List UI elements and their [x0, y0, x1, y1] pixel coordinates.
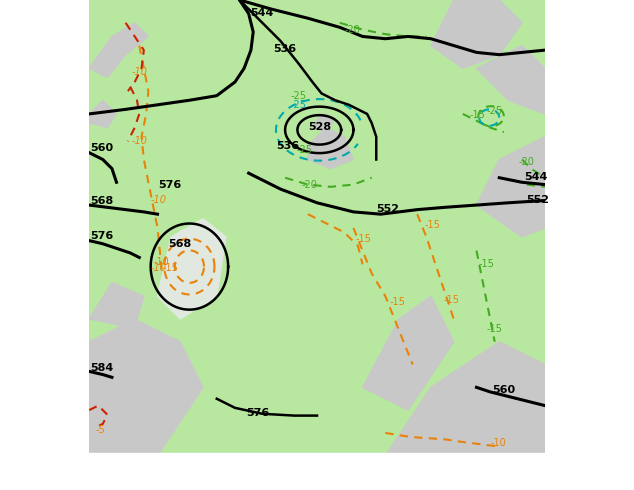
Text: -10: -10 — [151, 195, 167, 205]
Polygon shape — [89, 319, 203, 456]
Text: -20: -20 — [344, 25, 360, 35]
Polygon shape — [363, 296, 454, 410]
Polygon shape — [157, 219, 226, 319]
Text: -15: -15 — [479, 259, 495, 269]
Polygon shape — [89, 100, 117, 127]
Text: 536: 536 — [273, 45, 297, 54]
Text: -15: -15 — [444, 295, 460, 305]
Text: -25: -25 — [297, 145, 313, 155]
Polygon shape — [89, 23, 148, 77]
Text: Height/Temp. 500 hPa [gdmp][°C] ECMWF: Height/Temp. 500 hPa [gdmp][°C] ECMWF — [6, 463, 270, 476]
Polygon shape — [89, 283, 144, 328]
Text: -15: -15 — [163, 263, 179, 273]
Text: -5: -5 — [96, 425, 106, 435]
Text: -20: -20 — [301, 180, 317, 190]
Text: -15: -15 — [486, 324, 502, 334]
Text: 576: 576 — [90, 231, 113, 241]
Text: 568: 568 — [90, 196, 113, 206]
Polygon shape — [477, 137, 545, 237]
Polygon shape — [313, 114, 335, 132]
Text: -15: -15 — [356, 234, 372, 244]
Text: -25: -25 — [486, 106, 503, 116]
Polygon shape — [477, 46, 545, 114]
Text: -10: -10 — [151, 263, 167, 273]
Text: 568: 568 — [169, 239, 192, 249]
Text: -10: -10 — [131, 136, 147, 146]
Text: -10: -10 — [131, 67, 147, 77]
Polygon shape — [385, 342, 545, 456]
Text: 560: 560 — [493, 385, 515, 395]
Polygon shape — [308, 127, 354, 169]
Text: -15: -15 — [390, 297, 406, 307]
Text: -20: -20 — [519, 157, 534, 167]
Text: 552: 552 — [527, 195, 550, 205]
Polygon shape — [310, 144, 324, 155]
Text: ©weatheronline.co.uk: ©weatheronline.co.uk — [503, 477, 628, 487]
Text: -25: -25 — [290, 91, 307, 101]
Text: We 26-06-2024 06:00 UTC (00+126): We 26-06-2024 06:00 UTC (00+126) — [368, 463, 596, 476]
Text: -15: -15 — [424, 220, 440, 230]
Text: -15: -15 — [470, 110, 486, 121]
Text: -25: -25 — [290, 100, 307, 110]
Text: 552: 552 — [376, 204, 399, 214]
Text: 528: 528 — [307, 122, 331, 132]
Polygon shape — [317, 130, 333, 142]
Text: 584: 584 — [90, 364, 113, 373]
Text: -10: -10 — [490, 438, 506, 448]
Text: 560: 560 — [90, 143, 113, 153]
Text: -10: -10 — [154, 257, 170, 267]
Polygon shape — [431, 0, 522, 68]
Text: 536: 536 — [276, 142, 299, 151]
Text: 544: 544 — [250, 8, 274, 18]
Text: 576: 576 — [246, 408, 269, 417]
Text: 544: 544 — [524, 172, 548, 182]
Text: 576: 576 — [158, 180, 182, 190]
